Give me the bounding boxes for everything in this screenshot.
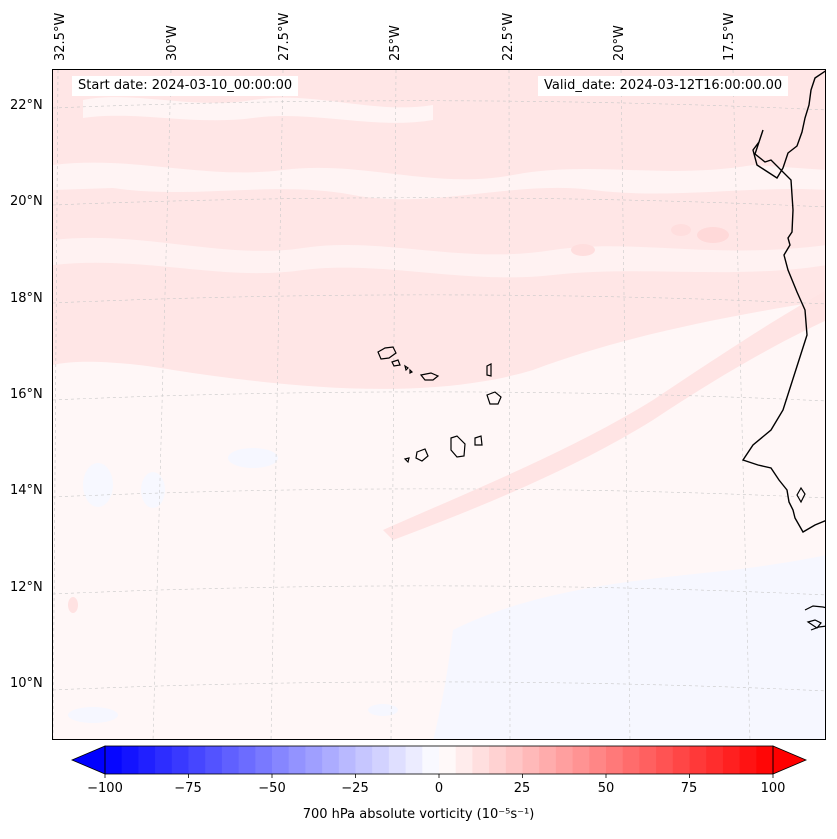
colorbar-tick: 25	[513, 781, 531, 796]
colorbar-segment	[272, 746, 290, 774]
colorbar-segment	[255, 746, 273, 774]
lat-label-16n: 16°N	[10, 387, 43, 402]
colorbar-segment	[689, 746, 707, 774]
colorbar-tick: −50	[258, 781, 286, 796]
map-panel[interactable]	[52, 69, 826, 740]
colorbar-segment	[138, 746, 156, 774]
colorbar	[70, 745, 808, 778]
lon-label-27-5w: 27.5°W	[277, 12, 292, 61]
colorbar-segment	[555, 746, 574, 774]
colorbar-segment	[121, 746, 139, 774]
colorbar-segment	[455, 746, 473, 774]
vorticity-field	[53, 70, 825, 739]
colorbar-tick: 0	[434, 781, 444, 796]
colorbar-segment	[706, 746, 724, 774]
colorbar-segment	[238, 746, 256, 774]
lat-label-20n: 20°N	[10, 194, 43, 209]
colorbar-segment	[589, 746, 607, 774]
colorbar-segment	[656, 746, 674, 774]
colorbar-tick: −75	[174, 781, 202, 796]
valid-date-label: Valid_date: 2024-03-12T16:00:00.00	[538, 76, 789, 96]
colorbar-segment	[606, 746, 624, 774]
cape-verde-islands	[377, 346, 502, 464]
colorbar-segment	[355, 746, 373, 774]
colorbar-segment	[221, 746, 240, 774]
lon-label-25w: 25°W	[388, 25, 403, 61]
colorbar-segment	[489, 746, 507, 774]
colorbar-segment	[672, 746, 690, 774]
lat-label-14n: 14°N	[10, 483, 43, 498]
colorbar-segment	[388, 746, 407, 774]
lon-label-30w: 30°W	[165, 25, 180, 61]
lat-label-22n: 22°N	[10, 98, 43, 113]
colorbar-segments	[105, 746, 774, 774]
colorbar-segment	[188, 746, 206, 774]
colorbar-tick: 100	[760, 781, 786, 796]
start-date-label: Start date: 2024-03-10_00:00:00	[72, 76, 299, 96]
colorbar-segment	[372, 746, 390, 774]
colorbar-segment	[639, 746, 657, 774]
colorbar-segment	[439, 746, 457, 774]
colorbar-tick: −100	[87, 781, 123, 796]
colorbar-segment	[422, 746, 440, 774]
colorbar-segment	[756, 746, 774, 774]
lon-label-32-5w: 32.5°W	[53, 12, 68, 61]
colorbar-segment	[338, 746, 356, 774]
lon-label-20w: 20°W	[612, 25, 627, 61]
colorbar-segment	[322, 746, 340, 774]
colorbar-segment	[405, 746, 423, 774]
lat-label-18n: 18°N	[10, 291, 43, 306]
colorbar-min-arrow	[70, 745, 106, 775]
lat-label-10n: 10°N	[10, 676, 43, 691]
colorbar-segment	[505, 746, 523, 774]
colorbar-segment	[739, 746, 757, 774]
lat-label-12n: 12°N	[10, 580, 43, 595]
colorbar-tick: −25	[341, 781, 369, 796]
colorbar-segment	[522, 746, 540, 774]
colorbar-segment	[171, 746, 189, 774]
colorbar-segment	[305, 746, 323, 774]
colorbar-segment	[205, 746, 223, 774]
colorbar-segment	[155, 746, 173, 774]
colorbar-max-arrow	[772, 745, 808, 775]
colorbar-title: 700 hPa absolute vorticity (10⁻⁵s⁻¹)	[302, 807, 535, 822]
lon-label-22-5w: 22.5°W	[501, 12, 516, 61]
lon-label-17-5w: 17.5°W	[722, 12, 737, 61]
colorbar-tick: 75	[680, 781, 698, 796]
africa-coastline	[741, 70, 825, 533]
colorbar-segment	[572, 746, 590, 774]
colorbar-tick: 50	[597, 781, 615, 796]
colorbar-segment	[105, 746, 123, 774]
colorbar-segment	[622, 746, 640, 774]
colorbar-segment	[472, 746, 490, 774]
colorbar-segment	[539, 746, 557, 774]
colorbar-segment	[288, 746, 306, 774]
colorbar-segment	[722, 746, 741, 774]
